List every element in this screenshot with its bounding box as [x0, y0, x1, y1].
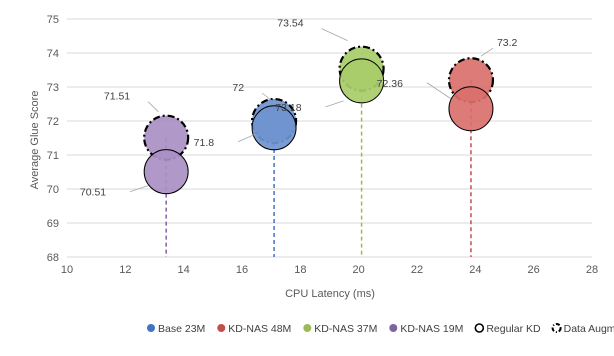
y-tick-label: 71 — [47, 150, 59, 162]
regular-kd-label: 72.36 — [377, 78, 403, 90]
leader-line — [426, 82, 452, 100]
legend-item: Base 23M — [147, 323, 205, 335]
legend: Base 23M KD-NAS 48M KD-NAS 37M KD-NAS 19M Re… — [147, 323, 614, 335]
x-tick-label: 20 — [353, 264, 365, 276]
leader-line — [480, 47, 494, 57]
legend-marker — [551, 323, 562, 333]
x-tick-label: 26 — [528, 264, 540, 276]
x-tick-label: 16 — [236, 264, 248, 276]
legend-label: KD-NAS 48M — [228, 323, 291, 335]
bubbles — [143, 45, 495, 195]
regular-kd-bubble — [143, 149, 189, 195]
x-tick-label: 10 — [61, 264, 73, 276]
legend-marker — [389, 324, 398, 332]
regular-kd-bubble — [339, 58, 385, 104]
regular-kd-bubble — [251, 105, 297, 151]
legend-item: KD-NAS 48M — [217, 323, 291, 335]
legend-marker — [147, 324, 155, 332]
legend-label: Data Augmentation — [564, 323, 614, 335]
legend-label: Base 23M — [158, 323, 205, 335]
x-tick-label: 14 — [178, 264, 190, 276]
leader-line — [325, 100, 344, 108]
data-augmentation-label: 72 — [232, 82, 244, 94]
x-tick-label: 28 — [586, 264, 598, 276]
leader-line — [147, 101, 159, 112]
x-tick-label: 18 — [294, 264, 306, 276]
regular-kd-bubble — [448, 86, 494, 132]
y-tick-label: 69 — [47, 218, 59, 230]
legend-marker — [217, 324, 226, 332]
y-tick-label: 72 — [47, 116, 59, 128]
y-tick-label: 75 — [47, 14, 59, 26]
data-augmentation-label: 73.54 — [277, 18, 303, 30]
axes: 68 69 70 71 72 73 74 75 10 12 14 16 18 20 22 24 26 28 — [47, 14, 598, 276]
legend-item: KD-NAS 37M — [303, 323, 377, 335]
legend-label: KD-NAS 37M — [314, 323, 377, 335]
regular-kd-label: 71.8 — [194, 137, 215, 149]
x-axis-title: CPU Latency (ms) — [285, 288, 375, 300]
y-tick-label: 74 — [47, 48, 59, 60]
y-tick-label: 68 — [47, 252, 59, 264]
data-augmentation-label: 73.2 — [497, 37, 518, 49]
legend-item: KD-NAS 19M — [389, 323, 463, 335]
leader-line — [237, 133, 257, 143]
legend-item: Data Augmentation — [551, 323, 614, 335]
data-augmentation-label: 71.51 — [104, 91, 130, 103]
legend-item: Regular KD — [474, 323, 541, 335]
legend-label: KD-NAS 19M — [400, 323, 463, 335]
data-labels: 71.8 72 72.36 73.2 73.18 73.54 70.51 71.51 — [80, 18, 518, 199]
x-tick-label: 24 — [469, 264, 481, 276]
y-tick-label: 70 — [47, 184, 59, 196]
leader-line — [321, 28, 348, 42]
legend-label: Regular KD — [486, 323, 541, 335]
y-axis-title: Average Glue Score — [29, 91, 41, 190]
leader-line — [130, 185, 149, 193]
x-tick-label: 22 — [411, 264, 423, 276]
legend-marker — [303, 324, 312, 332]
x-tick-label: 12 — [119, 264, 131, 276]
regular-kd-label: 70.51 — [80, 187, 106, 199]
y-tick-label: 73 — [47, 82, 59, 94]
legend-marker — [474, 323, 485, 333]
regular-kd-label: 73.18 — [275, 102, 301, 114]
leader-line — [261, 92, 273, 102]
